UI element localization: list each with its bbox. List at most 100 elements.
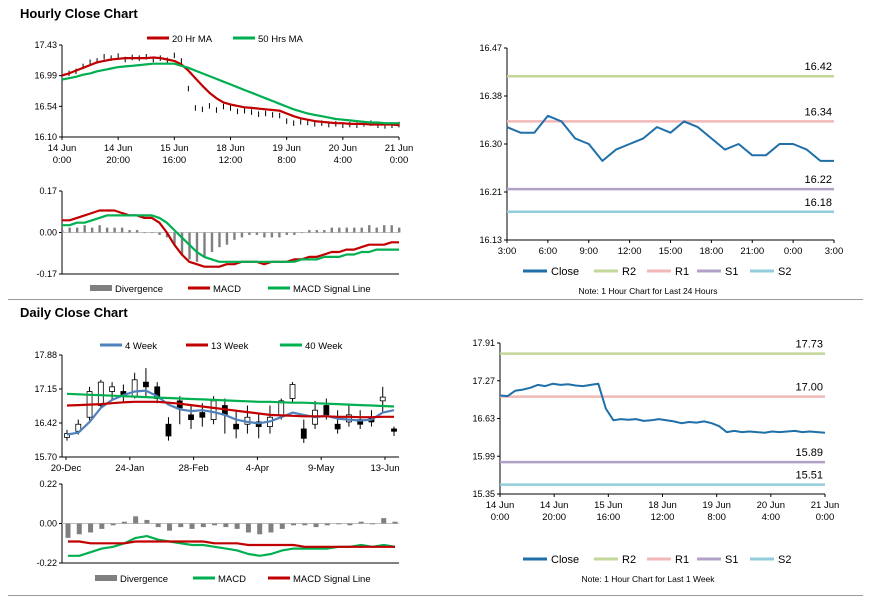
- hourly-pivots-s2-level-label: 16.18: [804, 197, 832, 209]
- hourly-macd-divergence-bar: [150, 232, 154, 234]
- hourly-macd-legend-label: MACD Signal Line: [293, 284, 371, 295]
- hourly-pivots-xtick-label: 18:00: [699, 246, 723, 257]
- daily-macd-divergence-bar: [392, 521, 398, 524]
- hourly-macd-divergence-bar: [68, 227, 71, 233]
- hourly-macd-divergence-bar: [330, 227, 333, 233]
- hourly-macd-divergence-bar: [293, 232, 296, 235]
- daily-macd-divergence-bar: [88, 523, 94, 533]
- daily-macd-divergence-bar: [212, 523, 218, 526]
- hourly-macd-divergence-bar: [173, 232, 176, 245]
- hourly-macd-divergence-bar: [383, 225, 386, 233]
- hourly-macd-divergence-bar: [98, 225, 101, 233]
- hourly-price-xtick-label: 8:00: [277, 155, 296, 166]
- hourly-pivots-note: Note: 1 Hour Chart for Last 24 Hours: [579, 286, 718, 296]
- daily-pivots-s2-level-label: 15.51: [795, 470, 823, 482]
- hourly-macd-divergence-bar: [338, 227, 341, 233]
- hourly-pivots-legend-label: R1: [675, 266, 689, 278]
- daily-price-ytick-label: 17.88: [34, 350, 57, 360]
- daily-macd-ytick-label: 0.00: [39, 519, 57, 529]
- daily-macd-divergence-bar: [76, 523, 82, 535]
- hourly-price-ytick-label: 16.10: [34, 132, 57, 142]
- hourly-pivots-r1-level-label: 16.34: [804, 106, 832, 118]
- hourly-macd-divergence-bar: [105, 227, 109, 233]
- daily-pivots-legend-label: Close: [551, 554, 579, 566]
- daily-price-candle-body: [233, 423, 240, 430]
- hourly-price-xtick-label: 4:00: [334, 155, 353, 166]
- hourly-macd-divergence-bar: [75, 227, 79, 233]
- hourly-pivots-s1-level-label: 16.22: [804, 174, 832, 186]
- daily-price-40-week-line: [66, 392, 395, 408]
- daily-macd-divergence-bar: [313, 523, 319, 528]
- daily-pivots-xtick-label: 4:00: [762, 512, 781, 523]
- hourly-macd-divergence-bar: [398, 227, 401, 233]
- daily-pivots-xtick-label: 12:00: [651, 512, 675, 523]
- hourly-price-xtick-label: 21 Jun: [385, 143, 414, 154]
- hourly-macd-divergence-bar: [128, 230, 131, 233]
- hourly-price-ytick-label: 17.43: [34, 40, 57, 50]
- daily-pivots-xtick-label: 0:00: [491, 512, 510, 523]
- daily-pivots-legend-label: S2: [778, 554, 791, 566]
- hourly-macd-divergence-bar: [203, 232, 206, 257]
- daily-macd-divergence-bar: [291, 523, 297, 526]
- daily-macd-divergence-bar: [336, 523, 342, 525]
- daily-macd-divergence-bar: [245, 523, 251, 533]
- daily-price-ytick-label: 16.42: [34, 418, 57, 428]
- hourly-macd-divergence-bar: [375, 227, 378, 233]
- daily-pivots-ytick-label: 15.35: [472, 489, 495, 499]
- hourly-macd-macd-line: [62, 209, 399, 268]
- daily-price-ytick-label: 17.15: [34, 384, 57, 394]
- daily-pivots-xtick-label: 16:00: [596, 512, 620, 523]
- daily-pivots-xtick-label: 20 Jun: [757, 500, 786, 511]
- hourly-pivots-ytick-label: 16.13: [479, 235, 502, 245]
- daily-pivots-ytick-label: 17.27: [472, 376, 495, 386]
- daily-macd-divergence-bar: [144, 519, 150, 524]
- daily-price-4-week-line: [66, 389, 395, 436]
- daily-macd-legend-swatch: [95, 575, 117, 581]
- daily-macd-ytick-label: 0.22: [39, 479, 57, 489]
- hourly-macd-divergence-bar: [225, 232, 229, 245]
- hourly-price-xtick-label: 15 Jun: [160, 143, 189, 154]
- daily-pivots-xtick-label: 0:00: [816, 512, 835, 523]
- daily-macd-macd-signal-line-line: [68, 540, 395, 548]
- daily-price-candle-body: [289, 384, 296, 399]
- hourly-macd-divergence-bar: [255, 232, 259, 235]
- daily-pivots-xtick-label: 19 Jun: [702, 500, 731, 511]
- hourly-pivots-xtick-label: 9:00: [580, 246, 599, 257]
- daily-price-candle-body: [323, 405, 330, 416]
- daily-price-candle-body: [391, 428, 397, 432]
- hourly-pivots-ytick-label: 16.38: [479, 91, 502, 101]
- hourly-pivots-xtick-label: 3:00: [498, 246, 517, 257]
- daily-pivots-xtick-label: 21 Jun: [811, 500, 840, 511]
- section-divider-bottom: [8, 595, 863, 596]
- daily-price-legend-label: 13 Week: [211, 341, 249, 352]
- hourly-macd-divergence-bar: [143, 232, 146, 234]
- daily-macd-ytick-label: -0.22: [36, 558, 57, 568]
- daily-macd-divergence-bar: [369, 523, 375, 525]
- daily-pivots-xtick-label: 14 Jun: [486, 500, 515, 511]
- daily-price-xtick-label: 20-Dec: [51, 463, 82, 474]
- daily-price-xtick-label: 24-Jan: [115, 463, 144, 474]
- daily-macd-divergence-bar: [110, 523, 116, 526]
- hourly-macd-divergence-bar: [233, 232, 236, 240]
- daily-macd-divergence-bar: [65, 523, 71, 538]
- daily-macd-legend-label: Divergence: [120, 574, 168, 585]
- hourly-pivots-xtick-label: 12:00: [618, 246, 642, 257]
- daily-price-candle-body: [199, 412, 206, 418]
- daily-macd-divergence-bar: [324, 523, 330, 526]
- hourly-macd-divergence-bar: [113, 227, 116, 233]
- daily-pivots-legend-label: R2: [622, 554, 636, 566]
- daily-price-legend-label: 40 Week: [305, 341, 343, 352]
- daily-price-xtick-label: 13-Jun: [370, 463, 399, 474]
- hourly-pivots-legend-label: Close: [551, 266, 579, 278]
- daily-pivots-ytick-label: 16.63: [472, 414, 495, 424]
- hourly-macd-ytick-label: 0.00: [39, 228, 57, 238]
- hourly-macd-divergence-bar: [360, 227, 363, 233]
- hourly-pivots-ytick-label: 16.47: [479, 43, 502, 53]
- hourly-macd-divergence-bar: [390, 225, 393, 233]
- hourly-macd-divergence-bar: [323, 230, 326, 233]
- daily-pivots-xtick-label: 8:00: [707, 512, 726, 523]
- daily-price-xtick-label: 28-Feb: [179, 463, 209, 474]
- hourly-pivots-xtick-label: 3:00: [825, 246, 844, 257]
- hourly-price-xtick-label: 16:00: [162, 155, 186, 166]
- daily-price-candle-body: [165, 423, 172, 437]
